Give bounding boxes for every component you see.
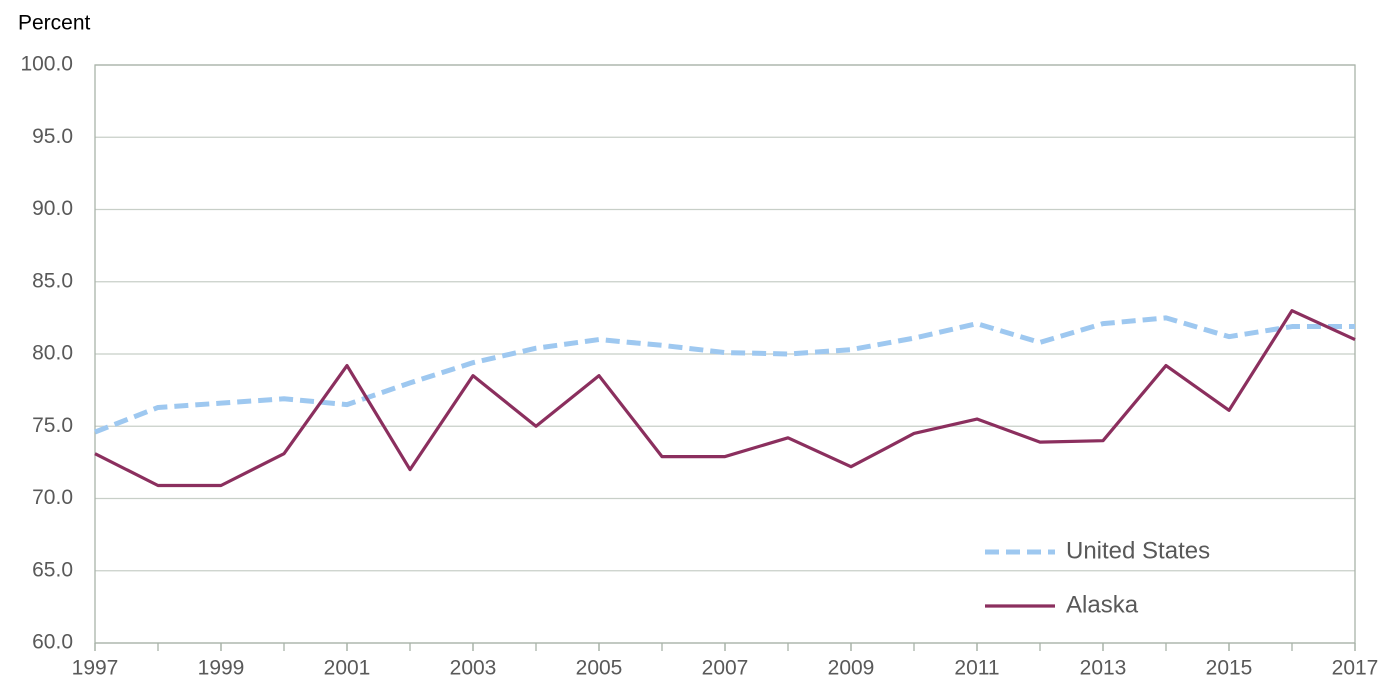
x-tick-label: 2013 <box>1080 657 1127 680</box>
x-tick-label: 2011 <box>954 657 999 680</box>
y-tick-label: 70.0 <box>32 486 73 509</box>
series-line <box>94 315 1355 435</box>
x-tick-label: 2005 <box>576 657 623 680</box>
y-tick-label: 95.0 <box>32 125 73 148</box>
x-tick-label: 2017 <box>1332 657 1379 680</box>
x-tick-label: 2003 <box>450 657 497 680</box>
y-tick-label: 100.0 <box>20 53 73 76</box>
x-tick-label: 2001 <box>324 657 371 680</box>
x-tick-label: 1999 <box>198 657 245 680</box>
series-line <box>94 309 1356 488</box>
legend-label: United States <box>1066 537 1210 564</box>
x-tick-label: 2007 <box>702 657 749 680</box>
x-tick-label: 1997 <box>72 657 119 680</box>
y-tick-label: 75.0 <box>32 414 73 437</box>
x-tick-label: 2009 <box>828 657 875 680</box>
y-tick-label: 65.0 <box>32 558 73 581</box>
y-tick-label: 60.0 <box>32 631 73 654</box>
y-tick-label: 85.0 <box>32 269 73 292</box>
legend-label: Alaska <box>1066 591 1139 618</box>
y-axis-label: Percent <box>18 12 91 35</box>
y-tick-label: 80.0 <box>32 342 73 365</box>
x-tick-label: 2015 <box>1206 657 1253 680</box>
y-tick-label: 90.0 <box>32 197 73 220</box>
